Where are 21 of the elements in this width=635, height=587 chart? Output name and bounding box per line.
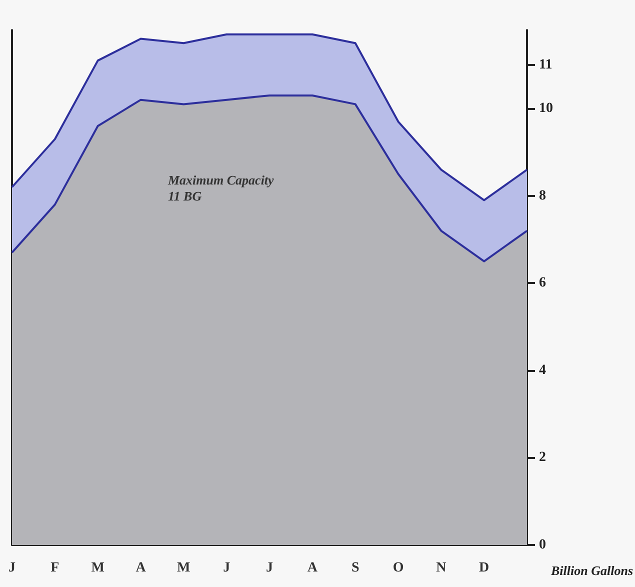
x-tick-label: D <box>479 560 490 576</box>
y-tick-label: 10 <box>539 101 553 116</box>
y-tick-label: 2 <box>539 450 546 466</box>
x-tick-label: A <box>136 560 147 576</box>
x-tick-label: J <box>223 560 230 576</box>
y-tick-label: 0 <box>539 538 546 552</box>
y-tick-label: 11 <box>539 57 552 72</box>
y-tick-label: 4 <box>539 362 546 378</box>
x-tick-label: N <box>436 560 446 576</box>
x-tick-label: J <box>266 560 273 576</box>
y-tick-label: 6 <box>539 276 546 291</box>
y-axis-title: Billion Gallons <box>550 563 633 578</box>
x-tick-label: S <box>351 560 360 576</box>
x-tick-label: M <box>177 560 190 576</box>
y-tick-label: 8 <box>539 188 546 204</box>
x-tick-label: F <box>50 560 60 576</box>
x-tick-label: J <box>8 560 16 576</box>
x-tick-label: O <box>392 560 404 576</box>
annotation: Maximum Capacity 11 BG <box>167 172 274 204</box>
x-tick-label: M <box>91 560 104 576</box>
x-tick-label: A <box>307 560 318 576</box>
